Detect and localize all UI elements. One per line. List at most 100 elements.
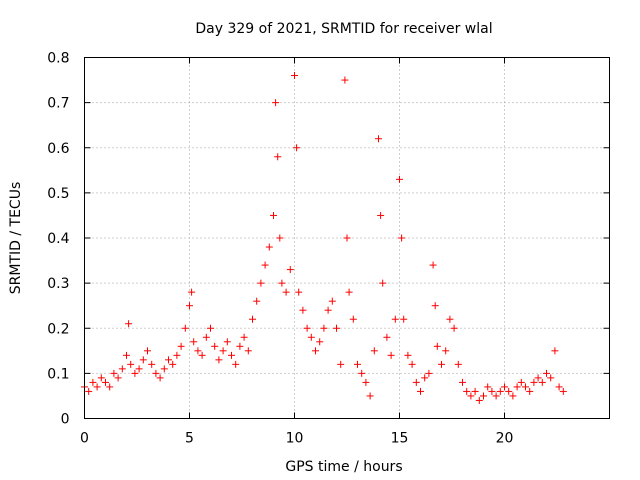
data-point (190, 338, 198, 346)
data-point (324, 306, 332, 314)
data-point (391, 315, 399, 323)
data-point (278, 279, 286, 287)
data-point (366, 392, 374, 400)
data-point (467, 392, 475, 400)
data-point (375, 135, 382, 143)
data-point (85, 387, 93, 395)
data-point (265, 243, 273, 251)
data-point (286, 266, 294, 274)
data-point (345, 288, 353, 296)
data-point (135, 365, 143, 373)
data-point (93, 383, 101, 391)
data-point (454, 360, 462, 368)
data-point (215, 356, 223, 364)
data-point (433, 342, 441, 350)
data-point (186, 302, 193, 310)
data-point (412, 378, 420, 386)
data-point (438, 360, 445, 368)
data-point (299, 306, 307, 314)
data-point (198, 351, 206, 359)
data-point (223, 338, 231, 346)
data-point (492, 392, 500, 400)
data-point (276, 234, 284, 242)
data-point (370, 347, 378, 355)
data-point (400, 315, 408, 323)
y-tick-label: 0.7 (47, 96, 69, 112)
data-point (496, 387, 504, 395)
data-point (169, 360, 177, 368)
data-point (291, 72, 298, 80)
data-point (404, 351, 412, 359)
data-point (173, 351, 181, 359)
y-axis-label: SRMTID / TECUs (8, 182, 24, 295)
data-point (534, 374, 542, 382)
data-point (463, 387, 471, 395)
data-point (316, 338, 324, 346)
data-point (270, 211, 277, 219)
data-point (396, 175, 403, 183)
data-point (257, 279, 265, 287)
data-point (362, 378, 370, 386)
data-point (202, 333, 210, 341)
y-tick-label: 0.8 (47, 51, 69, 67)
data-point (383, 333, 391, 341)
data-point (144, 347, 151, 355)
data-point (127, 360, 135, 368)
y-tick-label: 0.1 (47, 366, 69, 382)
data-point (188, 288, 196, 296)
data-point (425, 369, 433, 377)
data-point (152, 369, 160, 377)
y-tick-label: 0.3 (47, 276, 69, 292)
data-point (274, 153, 282, 161)
data-point (89, 378, 97, 386)
data-point (110, 369, 118, 377)
data-point (106, 383, 114, 391)
axis-ticks: 0 0.1 0.2 0.3 0.4 0.5 0.6 0.7 0.8 0 5 10 15 20 (47, 51, 610, 447)
data-point (295, 288, 303, 296)
data-point (530, 378, 538, 386)
x-tick-label: 10 (286, 431, 304, 447)
y-tick-label: 0 (61, 412, 70, 428)
data-point (513, 383, 521, 391)
data-point (118, 365, 126, 373)
data-point (480, 392, 487, 400)
data-point (177, 342, 185, 350)
x-axis-label: GPS time / hours (285, 459, 402, 475)
data-point (442, 347, 450, 355)
data-point (505, 387, 513, 395)
data-point (358, 369, 366, 377)
data-point (517, 378, 525, 386)
data-point (446, 315, 454, 323)
data-point (421, 374, 429, 382)
data-point (450, 324, 458, 332)
data-point (97, 374, 105, 382)
x-tick-label: 15 (391, 431, 409, 447)
data-point (148, 360, 156, 368)
data-point (337, 360, 345, 368)
data-point (398, 234, 406, 242)
chart-title: Day 329 of 2021, SRMTID for receiver wla… (195, 21, 492, 37)
data-point (131, 369, 139, 377)
y-tick-label: 0.2 (47, 321, 69, 337)
y-tick-label: 0.6 (47, 141, 69, 157)
data-point (417, 387, 424, 395)
data-point (471, 387, 479, 395)
data-point (333, 324, 340, 332)
data-point (102, 378, 109, 386)
data-point (379, 279, 387, 287)
data-point (509, 392, 517, 400)
data-point (114, 374, 122, 382)
data-point (343, 234, 351, 242)
data-point (156, 374, 164, 382)
data-point (538, 378, 546, 386)
data-point (249, 315, 256, 323)
data-point (160, 365, 168, 373)
data-point (228, 351, 235, 359)
x-tick-label: 5 (185, 431, 194, 447)
y-tick-label: 0.5 (47, 186, 69, 202)
data-point (181, 324, 189, 332)
data-point (551, 347, 559, 355)
data-point (341, 76, 349, 84)
data-point (307, 333, 315, 341)
